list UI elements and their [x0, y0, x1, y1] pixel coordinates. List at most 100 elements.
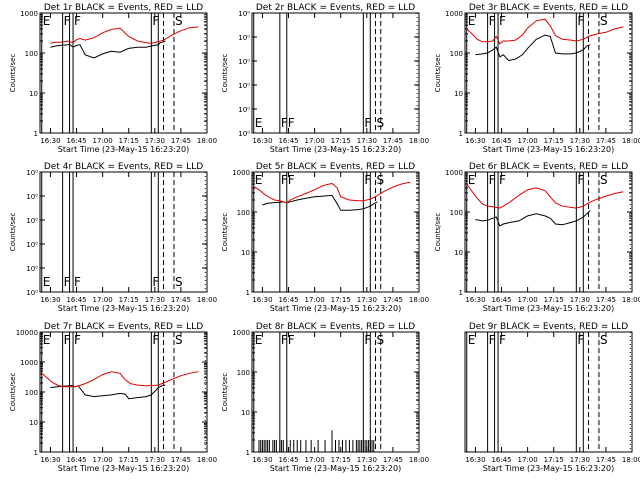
event-marker-label: S — [175, 333, 183, 347]
event-marker-label: E — [43, 275, 51, 289]
x-tick-label: 16:45 — [278, 296, 298, 304]
y-tick-label: 1000 — [445, 10, 463, 18]
y-tick-label: 10⁰ — [238, 130, 250, 138]
x-tick-label: 17:00 — [93, 137, 113, 145]
event-marker-label: F — [64, 275, 71, 289]
x-tick-label: 17:15 — [331, 456, 351, 464]
y-tick-label: 10⁰ — [26, 241, 38, 249]
event-marker-label: F — [64, 333, 71, 347]
x-tick-label: 17:15 — [544, 137, 564, 145]
x-tick-label: 17:45 — [596, 296, 616, 304]
event-marker-label: E — [43, 14, 51, 28]
lld-rate-line — [466, 18, 624, 45]
x-tick-label: 17:30 — [357, 137, 377, 145]
x-tick-label: 16:45 — [491, 137, 511, 145]
event-marker-label: E — [255, 333, 263, 347]
plot-frame — [251, 12, 420, 134]
plot-frame — [39, 331, 208, 453]
y-tick-label: 10 — [454, 249, 463, 257]
x-axis-label: Start Time (23-May-15 16:23:20) — [483, 304, 614, 313]
y-tick-label: 100 — [25, 389, 38, 397]
y-tick-label: 10⁰ — [238, 34, 250, 42]
y-axis-label: Counts/sec — [221, 373, 229, 412]
y-axis-label: Counts/sec — [221, 213, 229, 252]
x-tick-label: 17:15 — [331, 137, 351, 145]
lld-rate-line — [41, 371, 199, 388]
x-axis-label: Start Time (23-May-15 16:23:20) — [58, 304, 189, 313]
x-axis-label: Start Time (23-May-15 16:23:20) — [483, 464, 614, 473]
plot-frame — [39, 171, 208, 293]
event-marker-label: S — [600, 173, 608, 187]
x-tick-label: 16:30 — [252, 137, 272, 145]
event-marker-label: S — [377, 116, 385, 130]
y-tick-label: 100 — [450, 50, 463, 58]
x-axis-label: Start Time (23-May-15 16:23:20) — [483, 145, 614, 154]
event-marker-label: F — [74, 14, 81, 28]
x-tick-label: 17:15 — [544, 456, 564, 464]
x-tick-label: 17:45 — [383, 456, 403, 464]
lld-rate-line — [50, 26, 199, 44]
plot-frame — [464, 12, 633, 134]
x-tick-label: 17:15 — [119, 296, 139, 304]
x-tick-label: 16:30 — [465, 137, 485, 145]
x-tick-label: 16:45 — [491, 296, 511, 304]
x-tick-label: 17:30 — [145, 456, 165, 464]
event-marker-label: E — [468, 333, 476, 347]
x-tick-label: 18:00 — [409, 456, 429, 464]
y-tick-label: 10 — [454, 90, 463, 98]
event-marker-label: F — [152, 275, 159, 289]
x-tick-label: 17:45 — [171, 456, 191, 464]
y-tick-label: 10⁰ — [238, 106, 250, 114]
x-tick-label: 18:00 — [622, 296, 640, 304]
event-marker-label: F — [288, 116, 295, 130]
y-tick-label: 10⁰ — [26, 169, 38, 177]
x-tick-label: 17:30 — [570, 296, 590, 304]
panel-title: Det 2r BLACK = Events, RED = LLD — [256, 3, 415, 13]
panel-title: Det 1r BLACK = Events, RED = LLD — [44, 3, 203, 13]
y-tick-label: 1 — [34, 449, 38, 457]
event-marker-label: F — [489, 173, 496, 187]
x-tick-label: 17:15 — [119, 137, 139, 145]
panel-title: Det 4r BLACK = Events, RED = LLD — [44, 162, 203, 172]
x-tick-label: 16:30 — [40, 296, 60, 304]
event-marker-label: F — [288, 333, 295, 347]
lld-rate-line — [466, 183, 624, 209]
y-tick-label: 1 — [459, 289, 463, 297]
y-tick-label: 10 — [241, 249, 250, 257]
x-tick-label: 16:45 — [66, 456, 86, 464]
x-tick-label: 18:00 — [409, 137, 429, 145]
x-tick-label: 17:00 — [518, 296, 538, 304]
x-tick-label: 17:30 — [570, 137, 590, 145]
y-axis-label: Counts/sec — [221, 54, 229, 93]
y-axis-label: Counts/sec — [434, 54, 442, 93]
x-tick-label: 17:30 — [357, 296, 377, 304]
event-marker-label: F — [281, 116, 288, 130]
y-axis-label: Counts/sec — [9, 213, 17, 252]
plot-frame — [251, 331, 420, 453]
y-tick-label: 1000 — [445, 169, 463, 177]
x-tick-label: 17:15 — [544, 296, 564, 304]
y-tick-label: 1 — [246, 449, 250, 457]
x-axis-label: Start Time (23-May-15 16:23:20) — [270, 304, 401, 313]
event-marker-label: S — [175, 14, 183, 28]
x-axis-label: Start Time (23-May-15 16:23:20) — [270, 464, 401, 473]
event-marker-label: F — [499, 14, 506, 28]
x-tick-label: 17:45 — [596, 456, 616, 464]
y-tick-label: 10⁰ — [26, 193, 38, 201]
plot-frame — [464, 331, 633, 453]
panel-title: Det 3r BLACK = Events, RED = LLD — [469, 3, 628, 13]
event-marker-label: S — [600, 333, 608, 347]
x-tick-label: 16:30 — [465, 296, 485, 304]
event-marker-label: F — [281, 173, 288, 187]
panel-title: Det 7r BLACK = Events, RED = LLD — [44, 322, 203, 332]
x-tick-label: 17:00 — [93, 456, 113, 464]
events-rate-line — [50, 40, 166, 59]
event-marker-label: F — [281, 333, 288, 347]
x-tick-label: 16:30 — [465, 456, 485, 464]
x-tick-label: 17:15 — [331, 296, 351, 304]
x-tick-label: 18:00 — [197, 456, 217, 464]
